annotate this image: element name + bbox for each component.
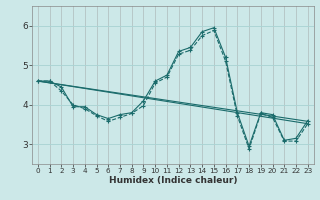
X-axis label: Humidex (Indice chaleur): Humidex (Indice chaleur)	[108, 176, 237, 185]
